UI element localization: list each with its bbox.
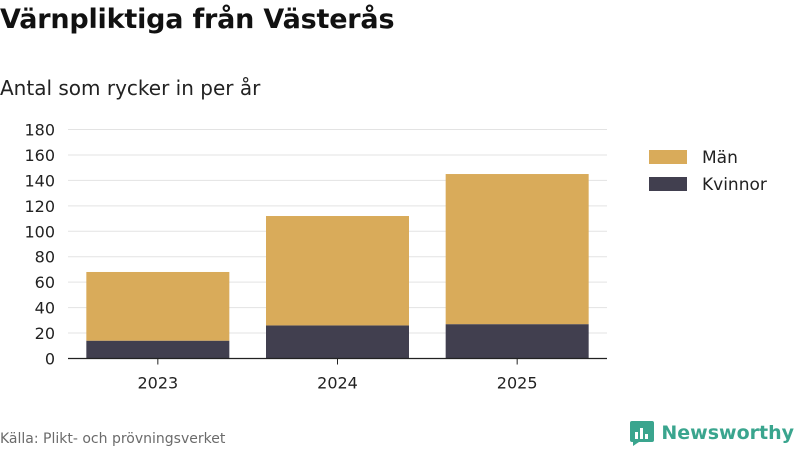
legend-swatch-kvinnor	[649, 177, 687, 191]
y-tick-label: 140	[24, 171, 55, 190]
newsworthy-logo-icon	[630, 421, 655, 446]
source-note: Källa: Plikt- och prövningsverket	[0, 431, 226, 447]
y-tick-label: 120	[24, 197, 55, 216]
y-tick-label: 40	[35, 299, 55, 318]
y-tick-label: 60	[35, 273, 55, 292]
bar-kvinnor-2024	[266, 325, 409, 359]
bar-kvinnor-2023	[86, 340, 230, 359]
chart-subtitle: Antal som rycker in per år	[0, 76, 261, 100]
bar-man-2024	[266, 216, 409, 326]
legend-label-kvinnor: Kvinnor	[702, 175, 767, 195]
y-tick-label: 180	[24, 121, 55, 140]
chart-title: Värnpliktiga från Västerås	[0, 4, 395, 35]
stacked-bar-chart: 0 20 40 60 80 100 120 140 160 180 2023 2024 2025 Män K…	[24, 121, 767, 393]
bar-kvinnor-2025	[445, 324, 589, 359]
brand-name: Newsworthy	[661, 422, 794, 444]
legend-label-man: Män	[702, 148, 738, 168]
y-tick-label: 20	[35, 324, 55, 343]
legend-swatch-man	[649, 150, 687, 164]
x-tick-label: 2024	[317, 374, 358, 393]
y-tick-label: 160	[24, 146, 55, 165]
x-tick-label: 2023	[137, 374, 178, 393]
y-tick-label: 100	[24, 222, 55, 241]
bar-man-2023	[86, 271, 230, 341]
x-tick-label: 2025	[497, 374, 538, 393]
bar-man-2025	[445, 174, 589, 325]
y-tick-label: 80	[35, 248, 55, 267]
newsworthy-logo: Newsworthy	[629, 419, 794, 447]
y-tick-label: 0	[45, 350, 55, 369]
